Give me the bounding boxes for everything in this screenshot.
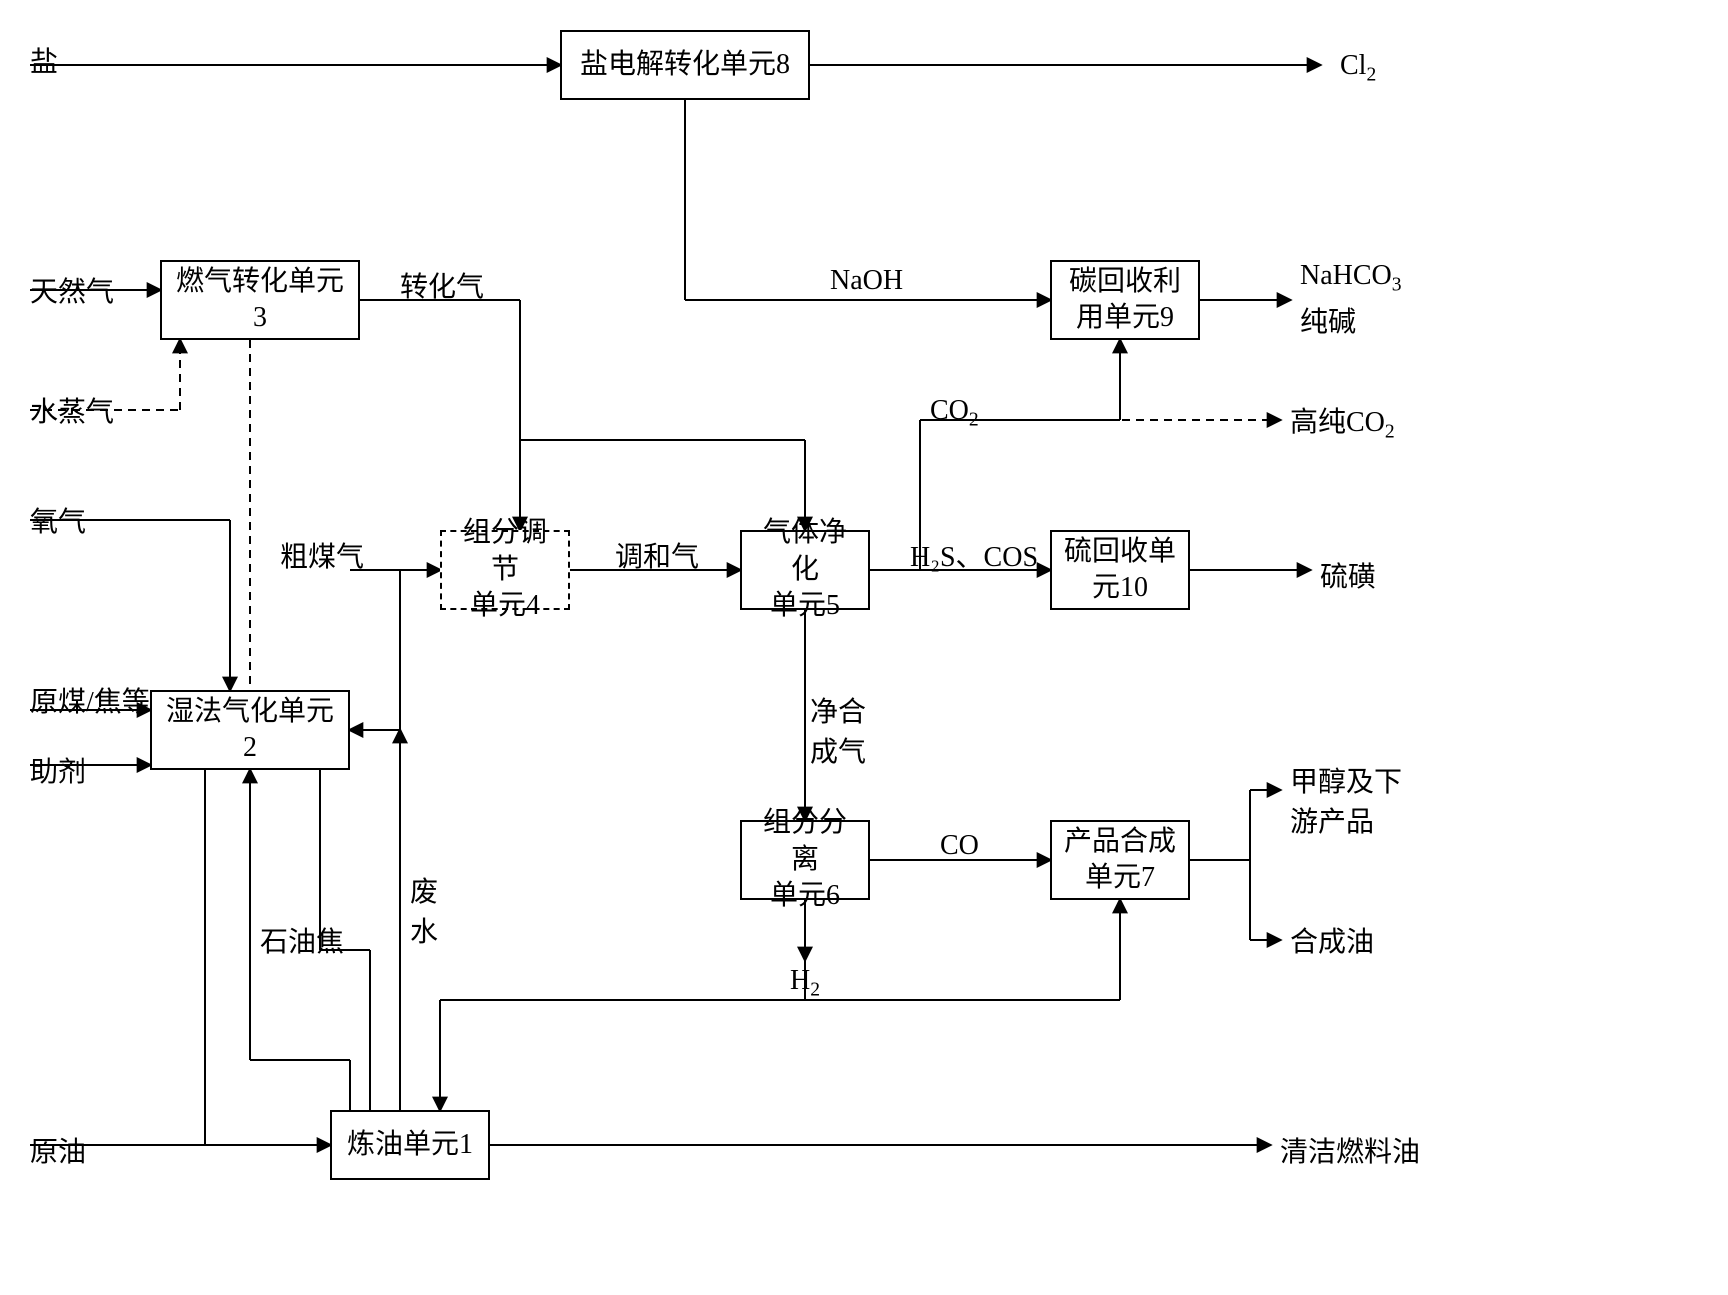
label-meoh_out: 甲醇及下游产品 [1290, 760, 1402, 840]
label-crude_in: 原油 [30, 1130, 86, 1170]
edgelabel-conv_gas: 转化气 [400, 265, 484, 305]
label-co2_out: 高纯CO2 [1290, 400, 1395, 444]
label-sulfur_out: 硫磺 [1320, 555, 1376, 595]
edgelabel-waste: 废水 [410, 870, 438, 950]
edgelabel-h2s_cos: H₂S、COS [910, 535, 1038, 575]
label-ng_in: 天然气 [30, 270, 114, 310]
node-unit7: 产品合成单元7 [1050, 820, 1190, 900]
node-unit10: 硫回收单元10 [1050, 530, 1190, 610]
label-nahco3_out: NaHCO3 [1300, 260, 1402, 297]
edgelabel-co: CO [940, 830, 979, 862]
label-salt_in: 盐 [30, 40, 58, 80]
label-o2_in: 氧气 [30, 500, 86, 540]
edgelabel-naoh: NaOH [830, 265, 903, 297]
label-coal_in: 原煤/焦等 [30, 680, 150, 720]
node-unit2: 湿法气化单元2 [150, 690, 350, 770]
edgelabel-syn_gas: 净合成气 [810, 690, 866, 770]
node-unit1: 炼油单元1 [330, 1110, 490, 1180]
label-steam_in: 水蒸气 [30, 390, 114, 430]
edgelabel-co2: CO2 [930, 395, 979, 432]
edgelabel-h2: H2 [790, 965, 820, 1002]
edgelabel-crude_gas: 粗煤气 [280, 535, 364, 575]
node-unit6: 组分分离单元6 [740, 820, 870, 900]
node-unit8: 盐电解转化单元8 [560, 30, 810, 100]
label-soda_out: 纯碱 [1300, 300, 1356, 340]
node-unit3: 燃气转化单元3 [160, 260, 360, 340]
edgelabel-pet_coke: 石油焦 [260, 920, 344, 960]
label-oil_out: 合成油 [1290, 920, 1374, 960]
node-unit5: 气体净化单元5 [740, 530, 870, 610]
node-unit4: 组分调节单元4 [440, 530, 570, 610]
label-cl2_out: Cl2 [1340, 50, 1376, 87]
label-aux_in: 助剂 [30, 750, 86, 790]
edgelabel-blend_gas: 调和气 [615, 535, 699, 575]
label-clean_out: 清洁燃料油 [1280, 1130, 1420, 1170]
node-unit9: 碳回收利用单元9 [1050, 260, 1200, 340]
